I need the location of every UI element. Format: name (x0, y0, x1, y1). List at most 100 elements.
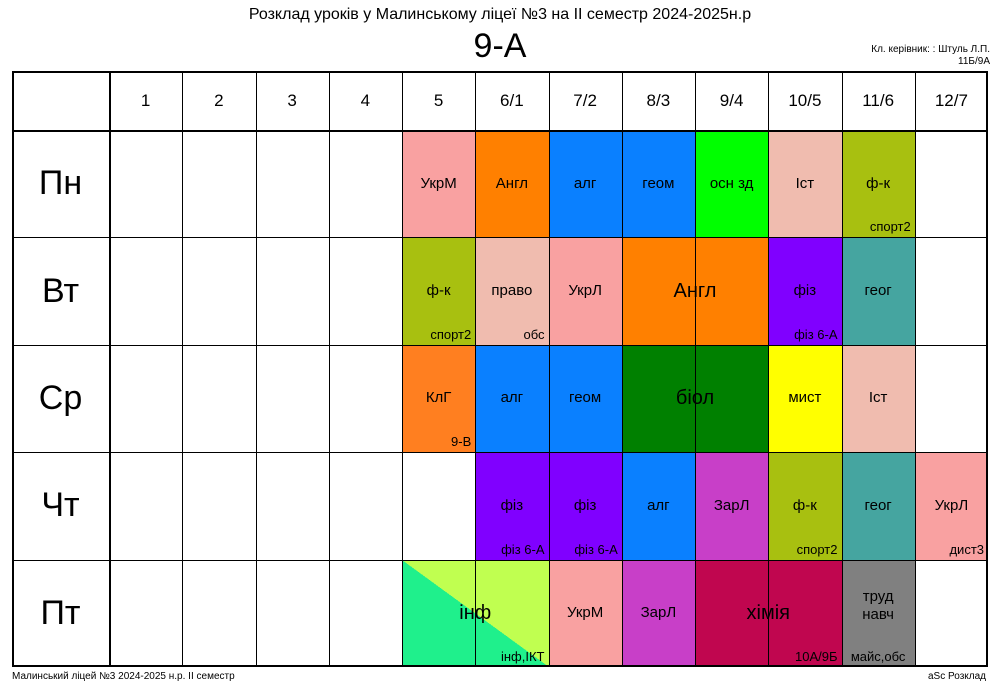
day-label: Чт (41, 486, 80, 525)
grid-line (109, 71, 111, 667)
lesson-cell[interactable]: УкрМ (548, 559, 622, 667)
lesson-subject: інф (459, 602, 492, 625)
lesson-cell[interactable]: право обс (475, 237, 549, 345)
lesson-subject: ЗарЛ (713, 496, 750, 514)
lesson-cell[interactable]: Іст (841, 344, 915, 453)
lesson-cell[interactable]: алг (548, 130, 622, 238)
lesson-cell[interactable]: ф-к спорт2 (841, 130, 915, 238)
lesson-cell[interactable]: мист (768, 344, 842, 453)
lesson-room-note: майс,обс (850, 648, 906, 664)
day-label: Ср (38, 378, 83, 417)
lesson-subject: УкрМ (566, 604, 604, 622)
period-header: 8/3 (646, 90, 671, 110)
lesson-cell[interactable]: фіз фіз 6-А (548, 452, 622, 560)
grid-line (914, 71, 916, 667)
period-header: 2 (214, 90, 224, 110)
lesson-room-note: фіз 6-А (501, 541, 545, 557)
lesson-cell[interactable]: геог (841, 237, 915, 345)
period-header: 1 (140, 90, 151, 110)
lesson-cell[interactable]: алг (475, 344, 549, 453)
lesson-subject: Іст (795, 174, 815, 192)
footer-school: Малинський ліцей №3 2024-2025 н.р. ІІ се… (12, 671, 235, 682)
lesson-cell[interactable]: ЗарЛ (695, 452, 769, 560)
lesson-cell[interactable]: геог (841, 452, 915, 560)
grid-line (986, 71, 988, 667)
grid-line (402, 71, 403, 667)
lesson-subject: алг (647, 496, 670, 514)
grid-line (328, 71, 330, 667)
lesson-subject: УкрЛ (568, 282, 602, 300)
lesson-subject: геог (864, 282, 892, 300)
period-header: 3 (287, 90, 297, 110)
lesson-subject: труд навч (862, 588, 894, 624)
class-name: 9-А (473, 27, 527, 65)
lesson-room-note: спорт2 (869, 219, 911, 235)
lesson-cell[interactable]: фіз фіз 6-А (768, 237, 842, 345)
grid-line (621, 71, 623, 667)
lesson-cell[interactable]: фіз фіз 6-А (475, 452, 549, 560)
lesson-subject: УкрЛ (934, 496, 969, 514)
grid-line (12, 344, 988, 346)
period-header: 12/7 (934, 90, 968, 110)
lesson-subject: фіз (573, 496, 597, 514)
grid-line (768, 71, 770, 667)
grid-line (255, 71, 257, 667)
lesson-subject: фіз (500, 496, 524, 514)
lesson-cell[interactable]: УкрЛ (548, 237, 622, 345)
grid-line (12, 237, 988, 239)
lesson-room-note: 9-В (451, 434, 472, 450)
lesson-cell[interactable]: алг (621, 452, 695, 560)
period-header: 5 (433, 90, 444, 110)
day-label: Пт (40, 593, 81, 632)
lesson-subject: УкрМ (420, 174, 457, 192)
lesson-subject: ЗарЛ (640, 604, 677, 622)
grid-line (12, 130, 988, 132)
grid-line (548, 71, 550, 667)
lesson-cell[interactable]: ф-к спорт2 (768, 452, 842, 560)
class-teacher-room: 11Б/9А (958, 56, 990, 67)
lesson-cell[interactable]: геом (548, 344, 622, 453)
grid-line (475, 71, 477, 667)
lesson-room-note: обс (523, 326, 545, 342)
lesson-cell[interactable]: Іст (768, 130, 842, 238)
lesson-subject: Англ (495, 174, 528, 192)
period-header: 9/4 (719, 90, 744, 110)
class-teacher-name: Кл. керівник: : Штуль Л.П. (871, 44, 990, 55)
lesson-room-note: 10А/9Б (794, 648, 838, 664)
lesson-subject: біол (675, 387, 715, 410)
lesson-room-note: фіз 6-А (574, 541, 618, 557)
lesson-room-note: спорт2 (796, 541, 838, 557)
page-title: Розклад уроків у Малинському ліцеї №3 на… (248, 6, 752, 23)
day-label: Пн (38, 164, 83, 203)
lesson-subject: КлГ (425, 389, 452, 407)
lesson-cell[interactable]: Англ (475, 130, 549, 238)
lesson-subject: алг (500, 389, 524, 407)
lesson-subject: геом (569, 389, 602, 407)
lesson-cell[interactable]: труд навч майс,обс (841, 559, 915, 667)
lesson-subject: фіз (793, 282, 817, 300)
lesson-subject: геог (864, 496, 892, 514)
lesson-cell[interactable]: геом (621, 130, 695, 238)
period-header: 11/6 (862, 90, 895, 110)
lesson-cell[interactable]: УкрМ (402, 130, 476, 238)
lesson-cell[interactable]: осн зд (695, 130, 769, 238)
lesson-subject: мист (788, 389, 822, 407)
lesson-subject: Англ (673, 280, 717, 303)
lesson-cell[interactable]: УкрЛ дист3 (914, 452, 988, 560)
lesson-room-note: дист3 (949, 541, 984, 557)
class-teacher: Кл. керівник: : Штуль Л.П. 11Б/9А (871, 44, 990, 68)
lesson-room-note: інф,ІКТ (500, 648, 545, 664)
period-header: 4 (360, 90, 371, 110)
lesson-subject: осн зд (709, 174, 754, 192)
lesson-cell[interactable]: ф-к спорт2 (402, 237, 476, 345)
grid-line (182, 71, 184, 667)
lesson-cell[interactable]: КлГ 9-В (402, 344, 476, 453)
footer-software: aSc Розклад (928, 671, 986, 682)
lesson-subject: хімія (746, 602, 790, 625)
grid-line (12, 71, 988, 73)
lesson-subject: геом (642, 174, 675, 192)
lesson-subject: ф-к (792, 496, 817, 514)
lesson-subject: Іст (868, 389, 888, 407)
lesson-cell[interactable]: ЗарЛ (621, 559, 695, 667)
lesson-subject: право (491, 282, 533, 300)
